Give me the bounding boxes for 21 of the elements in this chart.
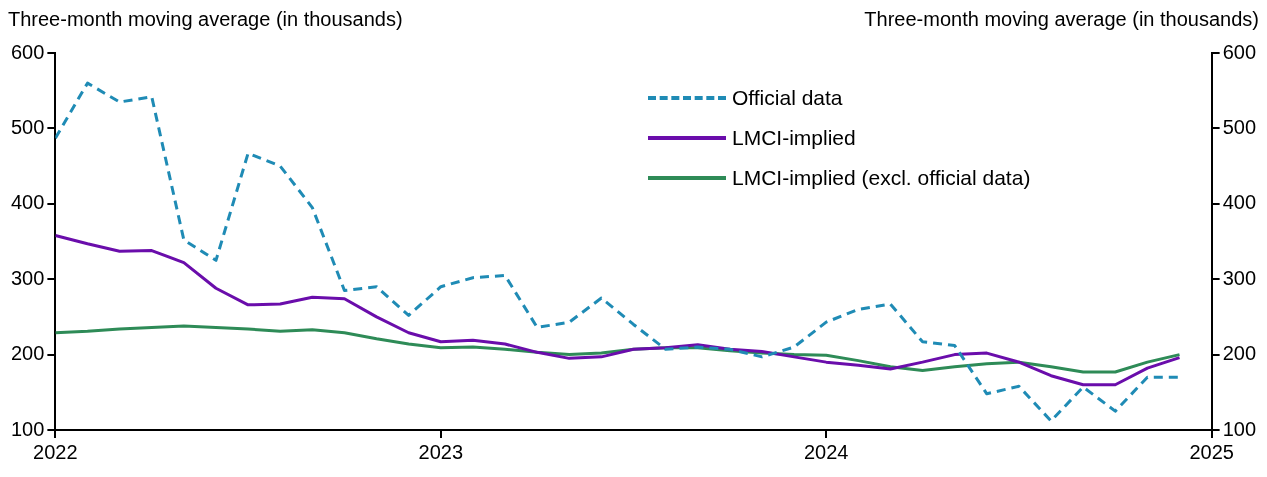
y2-tick-label: 100 (1222, 417, 1257, 440)
y-tick-label: 200 (10, 342, 45, 365)
y-tick-label: 100 (10, 417, 45, 440)
y2-tick-label: 400 (1222, 191, 1257, 214)
y-axis-title: Three-month moving average (in thousands) (8, 8, 403, 31)
x-tick-label: 2024 (803, 440, 849, 463)
y2-tick-label: 200 (1222, 342, 1257, 365)
x-tick-label: 2023 (418, 440, 464, 463)
legend-label: LMCI-implied (732, 126, 856, 150)
y2-axis-title: Three-month moving average (in thousands) (864, 8, 1259, 31)
x-tick-label: 2022 (33, 440, 78, 463)
y-tick-label: 600 (10, 40, 45, 63)
y-tick-label: 300 (10, 266, 45, 289)
x-tick-label: 2025 (1189, 440, 1234, 463)
y2-tick-label: 500 (1222, 115, 1257, 138)
y2-tick-label: 600 (1222, 40, 1257, 63)
y2-tick-label: 300 (1222, 266, 1257, 289)
y-tick-label: 500 (10, 115, 45, 138)
y-tick-label: 400 (10, 191, 45, 214)
legend-label: LMCI-implied (excl. official data) (732, 166, 1031, 190)
legend-label: Official data (732, 86, 843, 110)
